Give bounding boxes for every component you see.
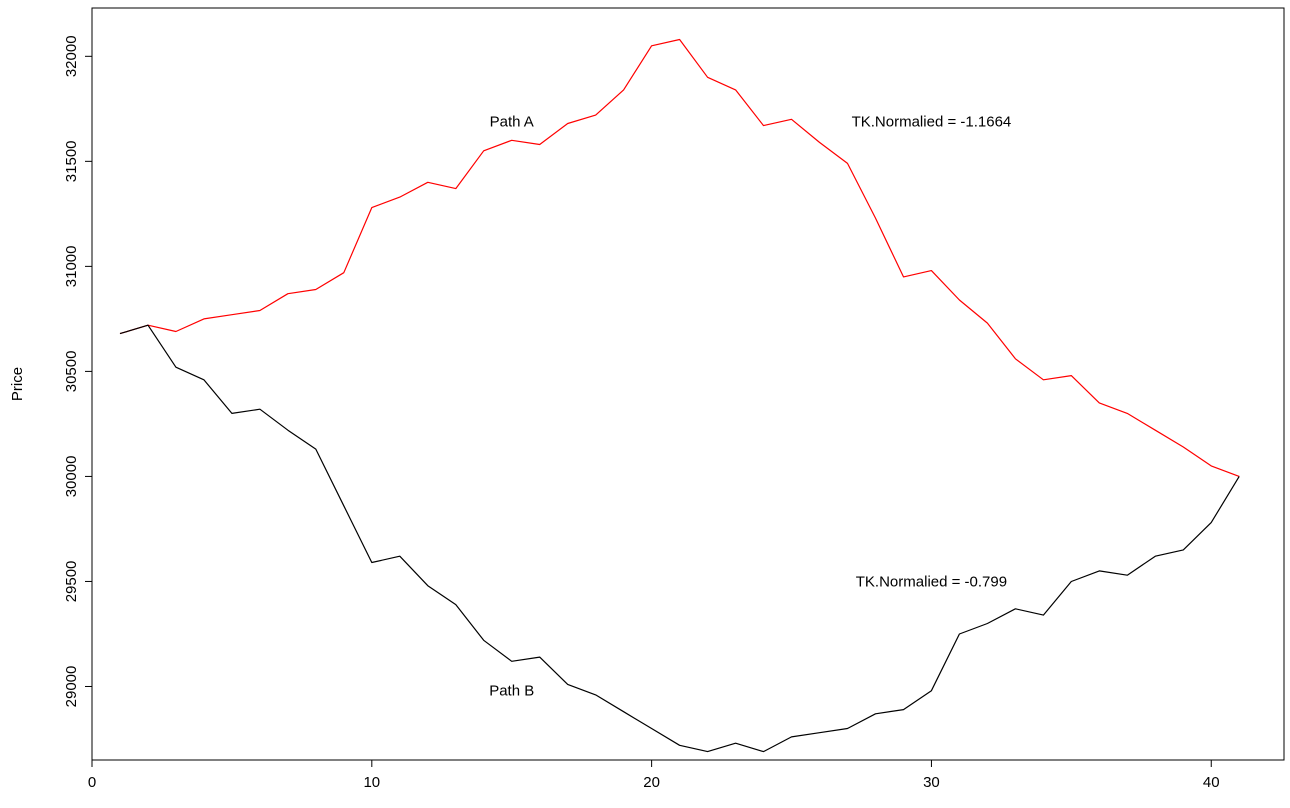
series-line-path-b (119, 324, 1240, 753)
y-tick-label: 29000 (63, 666, 80, 708)
annotation-label: Path B (489, 683, 534, 700)
y-tick-label: 30000 (63, 456, 80, 498)
y-tick-label: 29500 (63, 561, 80, 603)
x-tick-label: 20 (643, 774, 660, 791)
series-line-path-a (119, 38, 1240, 477)
x-tick-label: 30 (923, 774, 940, 791)
y-tick-label: 31000 (63, 246, 80, 288)
y-axis: 29000 29500 30000 30500 31000 31500 32000 (63, 35, 92, 707)
y-tick-label: 32000 (63, 35, 80, 77)
y-tick-label: 31500 (63, 140, 80, 182)
plot-frame (91, 7, 1285, 761)
annotation-layer: Path A TK.Normalied = -1.1664 TK.Normalied… (489, 113, 1011, 699)
annotation-label: TK.Normalied = -0.799 (856, 573, 1007, 590)
y-axis-title: Price (9, 367, 26, 401)
x-tick-label: 10 (363, 774, 380, 791)
x-axis: 0 10 20 30 40 (88, 760, 1220, 791)
annotation-label: TK.Normalied = -1.1664 (852, 113, 1012, 130)
annotation-label: Path A (490, 113, 534, 130)
x-tick-label: 40 (1203, 774, 1220, 791)
series-layer (119, 38, 1240, 753)
y-tick-label: 30500 (63, 351, 80, 393)
x-tick-label: 0 (88, 774, 96, 791)
